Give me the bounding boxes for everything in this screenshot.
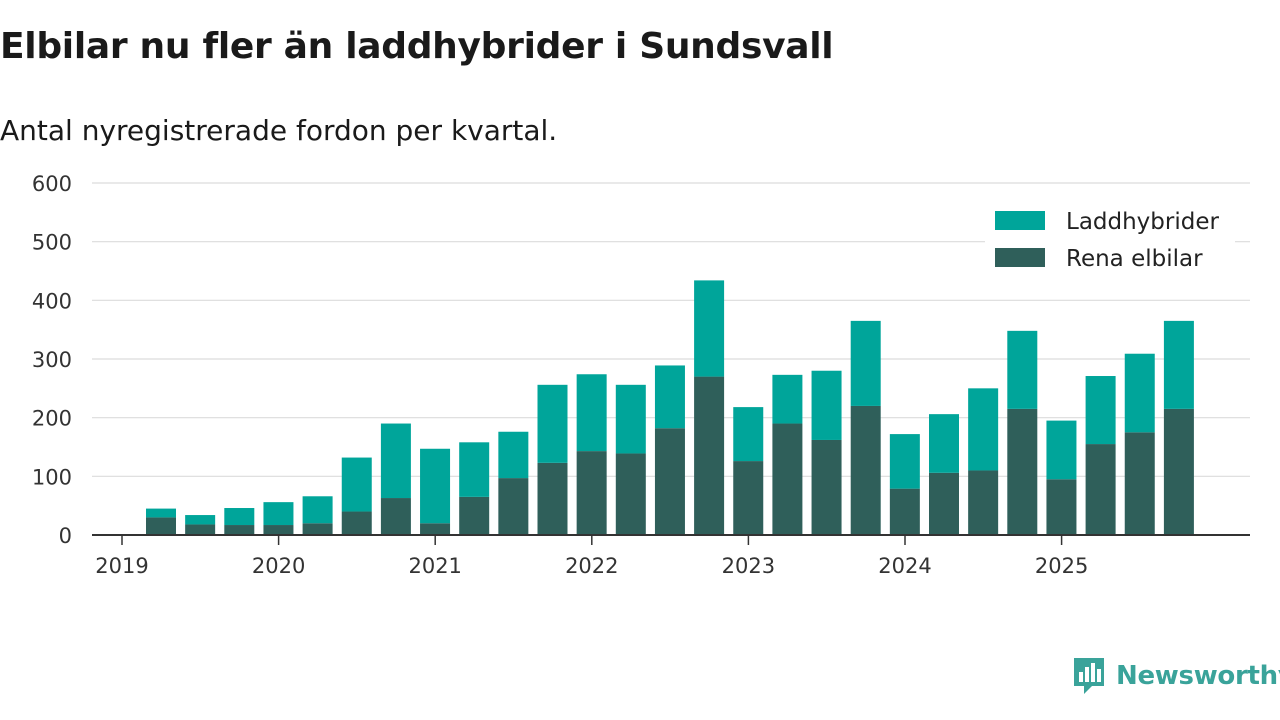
y-tick-label: 400 bbox=[32, 289, 72, 313]
bar-rena-elbilar bbox=[654, 428, 685, 535]
bar-rena-elbilar bbox=[341, 511, 372, 535]
y-tick-label: 0 bbox=[59, 524, 72, 548]
bar-laddhybrider bbox=[1163, 320, 1194, 409]
x-tick-label: 2025 bbox=[1035, 554, 1088, 578]
brand-name: Newsworthy bbox=[1116, 661, 1280, 691]
legend-swatch bbox=[995, 211, 1045, 230]
x-tick-label: 2022 bbox=[565, 554, 618, 578]
bar-laddhybrider bbox=[498, 431, 529, 479]
bar-laddhybrider bbox=[1007, 330, 1038, 409]
bar-rena-elbilar bbox=[772, 423, 803, 535]
bar-laddhybrider bbox=[420, 448, 451, 524]
bar-laddhybrider bbox=[968, 388, 999, 471]
bar-rena-elbilar bbox=[459, 496, 490, 535]
bar-rena-elbilar bbox=[850, 405, 881, 535]
bar-rena-elbilar bbox=[889, 488, 920, 535]
bar-laddhybrider bbox=[654, 365, 685, 429]
bar-laddhybrider bbox=[772, 374, 803, 424]
bar-laddhybrider bbox=[1085, 376, 1116, 445]
chart-subtitle: Antal nyregistrerade fordon per kvartal. bbox=[0, 114, 558, 147]
bar-laddhybrider bbox=[341, 457, 372, 512]
legend-label: Rena elbilar bbox=[1066, 246, 1203, 272]
brand-logo: Newsworthy bbox=[1072, 656, 1280, 696]
legend-swatch bbox=[995, 248, 1045, 267]
bar-laddhybrider bbox=[1046, 420, 1077, 480]
bar-rena-elbilar bbox=[1124, 432, 1155, 535]
bar-laddhybrider bbox=[850, 320, 881, 406]
y-tick-label: 100 bbox=[32, 465, 72, 489]
bar-rena-elbilar bbox=[380, 498, 411, 535]
bar-laddhybrider bbox=[459, 442, 490, 497]
x-tick-label: 2019 bbox=[95, 554, 148, 578]
bar-laddhybrider bbox=[185, 515, 216, 525]
y-tick-label: 600 bbox=[32, 172, 72, 196]
bar-rena-elbilar bbox=[1085, 444, 1116, 535]
bar-rena-elbilar bbox=[1163, 408, 1194, 535]
bar-laddhybrider bbox=[263, 502, 294, 526]
bar-rena-elbilar bbox=[694, 376, 725, 535]
bar-rena-elbilar bbox=[146, 517, 176, 535]
x-tick-label: 2024 bbox=[878, 554, 931, 578]
bar-rena-elbilar bbox=[968, 470, 999, 535]
bar-laddhybrider bbox=[224, 508, 255, 526]
bar-rena-elbilar bbox=[224, 525, 255, 535]
y-tick-label: 200 bbox=[32, 407, 72, 431]
bar-laddhybrider bbox=[302, 496, 333, 524]
bar-laddhybrider bbox=[146, 508, 176, 518]
bar-rena-elbilar bbox=[929, 472, 959, 535]
bar-rena-elbilar bbox=[1046, 479, 1077, 535]
y-tick-label: 300 bbox=[32, 348, 72, 372]
bar-laddhybrider bbox=[811, 370, 842, 440]
bar-rena-elbilar bbox=[498, 478, 529, 535]
bar-rena-elbilar bbox=[185, 524, 216, 535]
bar-laddhybrider bbox=[889, 434, 920, 489]
legend-label: Laddhybrider bbox=[1066, 209, 1219, 235]
x-tick-label: 2023 bbox=[722, 554, 775, 578]
bar-laddhybrider bbox=[929, 414, 959, 473]
x-tick-label: 2021 bbox=[408, 554, 461, 578]
bar-rena-elbilar bbox=[615, 453, 646, 535]
bar-laddhybrider bbox=[694, 280, 725, 377]
bar-rena-elbilar bbox=[733, 461, 764, 535]
newsworthy-logo-icon bbox=[1074, 658, 1104, 694]
bar-laddhybrider bbox=[1124, 353, 1155, 433]
x-tick-label: 2020 bbox=[252, 554, 305, 578]
bar-rena-elbilar bbox=[420, 523, 451, 535]
y-tick-label: 500 bbox=[32, 231, 72, 255]
bar-laddhybrider bbox=[615, 384, 646, 454]
bar-rena-elbilar bbox=[1007, 408, 1038, 535]
bar-rena-elbilar bbox=[302, 523, 333, 535]
bar-laddhybrider bbox=[537, 384, 568, 463]
legend: Laddhybrider Rena elbilar bbox=[985, 200, 1235, 288]
bar-laddhybrider bbox=[380, 423, 411, 499]
bar-laddhybrider bbox=[576, 374, 607, 452]
chart-title: Elbilar nu fler än laddhybrider i Sundsv… bbox=[0, 26, 834, 67]
bar-rena-elbilar bbox=[811, 439, 842, 535]
bar-rena-elbilar bbox=[263, 525, 294, 535]
bar-rena-elbilar bbox=[576, 451, 607, 535]
bar-rena-elbilar bbox=[537, 462, 568, 535]
bar-laddhybrider bbox=[733, 407, 764, 462]
